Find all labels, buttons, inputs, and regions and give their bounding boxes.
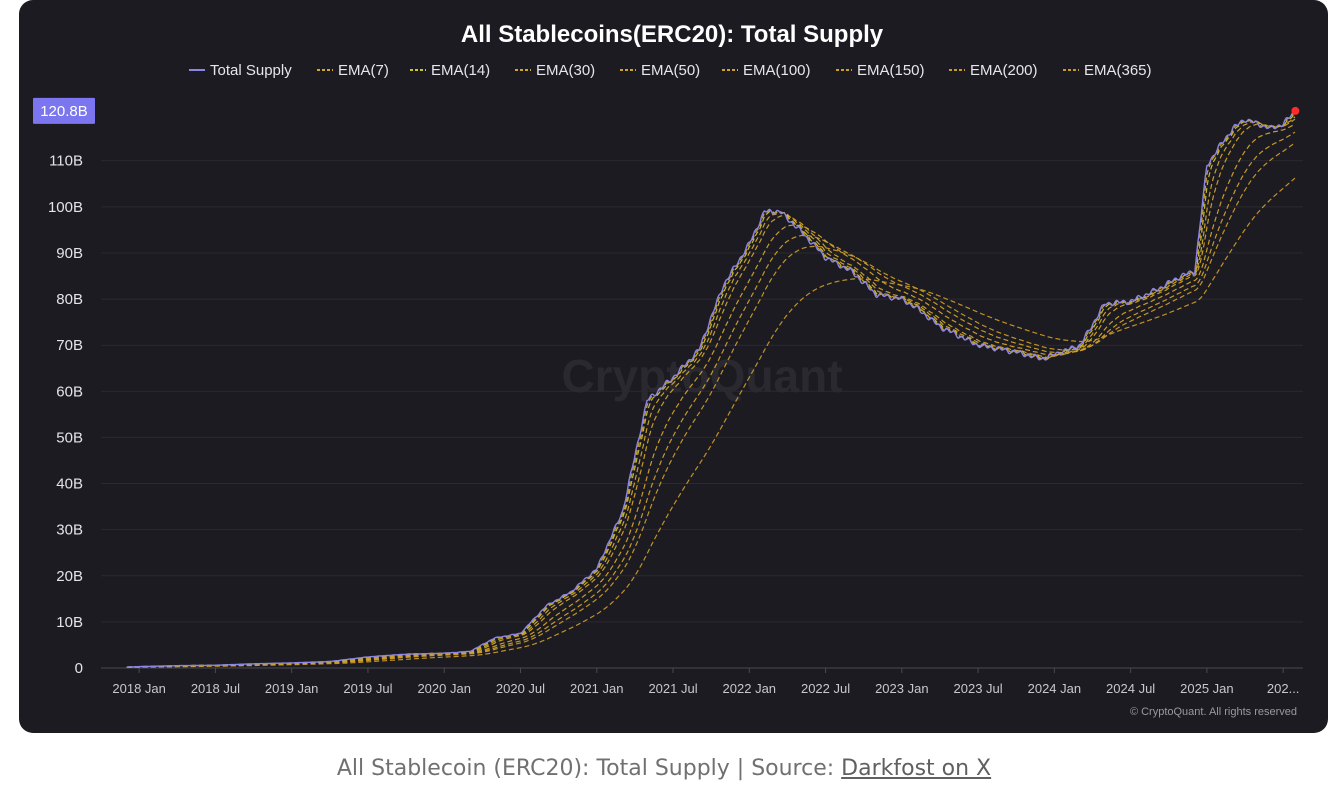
y-tick-label: 60B xyxy=(56,383,83,400)
x-axis: 2018 Jan 2018 Jul 2019 Jan 2019 Jul 2020 Jan… xyxy=(112,668,1299,696)
legend: Total Supply EMA(7) EMA(14) EMA(30) EMA(50) E… xyxy=(189,62,1152,79)
x-tick-label: 2019 Jul xyxy=(343,681,392,696)
x-tick-label: 2022 Jul xyxy=(801,681,850,696)
x-tick-label: 2024 Jan xyxy=(1028,681,1082,696)
ema-365-line xyxy=(126,177,1296,668)
legend-label: EMA(365) xyxy=(1084,62,1152,79)
legend-label: EMA(14) xyxy=(431,62,490,79)
y-tick-label: 40B xyxy=(56,476,83,493)
copyright-notice: © CryptoQuant. All rights reserved xyxy=(1130,706,1297,718)
watermark: CryptoQuant xyxy=(561,350,842,402)
legend-label: EMA(100) xyxy=(743,62,811,79)
current-value-label: 120.8B xyxy=(40,103,88,120)
gridlines xyxy=(101,160,1303,669)
y-tick-label: 50B xyxy=(56,429,83,446)
x-tick-label: 2023 Jul xyxy=(954,681,1003,696)
caption-text: All Stablecoin (ERC20): Total Supply | S… xyxy=(336,756,842,781)
y-tick-label: 90B xyxy=(56,245,83,262)
y-tick-label: 100B xyxy=(48,199,83,216)
series-layer xyxy=(126,111,1296,668)
total-supply-line xyxy=(126,111,1296,668)
legend-label: EMA(50) xyxy=(641,62,700,79)
current-value-box xyxy=(33,97,95,124)
y-tick-label: 70B xyxy=(56,337,83,354)
x-tick-label: 2018 Jan xyxy=(112,681,166,696)
x-tick-label: 2019 Jan xyxy=(265,681,319,696)
y-tick-label: 20B xyxy=(56,568,83,585)
chart-card: All Stablecoins(ERC20): Total Supply Tot… xyxy=(19,0,1328,733)
x-tick-label: 2020 Jul xyxy=(496,681,545,696)
legend-label: EMA(7) xyxy=(338,62,389,79)
y-tick-label: 30B xyxy=(56,522,83,539)
y-axis: 0 10B 20B 30B 40B 50B 60B 70B 80B 90B 100B 110B xyxy=(48,153,83,677)
legend-label: EMA(30) xyxy=(536,62,595,79)
x-tick-label: 2018 Jul xyxy=(191,681,240,696)
legend-label: EMA(200) xyxy=(970,62,1038,79)
latest-point-dot xyxy=(1291,106,1300,115)
y-tick-label: 0 xyxy=(75,660,83,677)
source-link[interactable]: Darkfost on X xyxy=(841,756,992,781)
x-tick-label: 2022 Jan xyxy=(723,681,777,696)
figure-caption: All Stablecoin (ERC20): Total Supply | S… xyxy=(0,756,1328,781)
chart-title: All Stablecoins(ERC20): Total Supply xyxy=(461,21,884,48)
y-tick-label: 80B xyxy=(56,291,83,308)
chart-svg: All Stablecoins(ERC20): Total Supply Tot… xyxy=(33,21,1303,718)
x-tick-label: 2024 Jul xyxy=(1106,681,1155,696)
y-tick-label: 10B xyxy=(56,614,83,631)
x-tick-label: 2023 Jan xyxy=(875,681,929,696)
ema-200-line xyxy=(126,142,1296,668)
x-tick-label: 2025 Jan xyxy=(1180,681,1234,696)
legend-label: EMA(150) xyxy=(857,62,925,79)
x-tick-label: 2021 Jul xyxy=(648,681,697,696)
y-tick-label: 110B xyxy=(49,153,83,170)
legend-label: Total Supply xyxy=(210,62,292,79)
x-tick-label: 2021 Jan xyxy=(570,681,624,696)
current-value-marker: 120.8B xyxy=(33,97,1300,124)
x-tick-label: 202... xyxy=(1267,681,1300,696)
x-tick-label: 2020 Jan xyxy=(417,681,471,696)
